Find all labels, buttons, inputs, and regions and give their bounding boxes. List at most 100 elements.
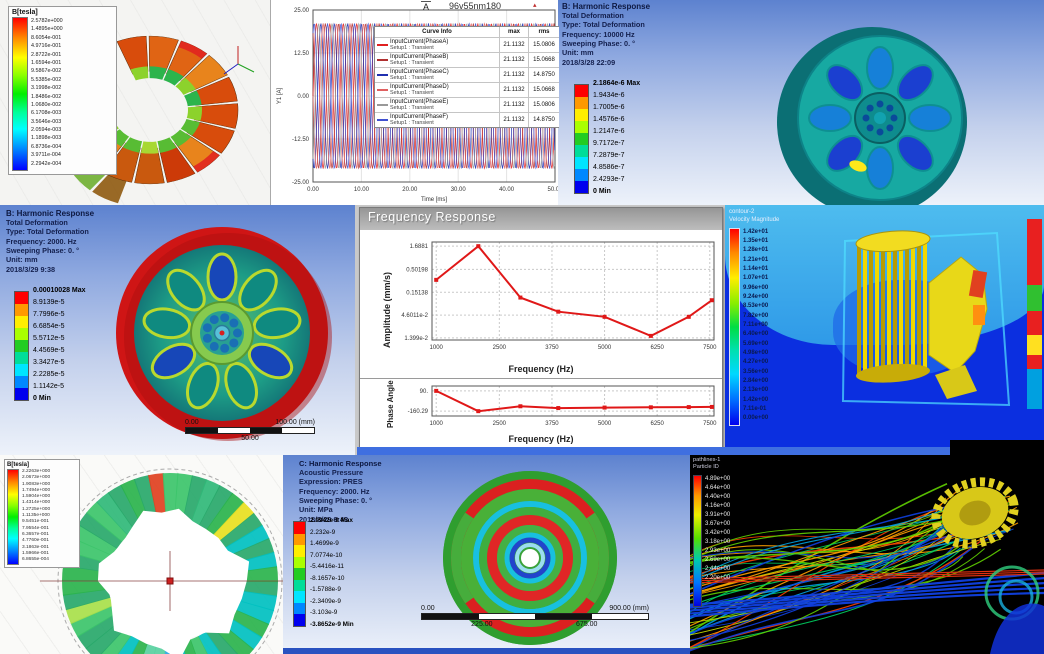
center-hole [521, 549, 539, 567]
streamline-red [690, 571, 1044, 582]
particle-streamlines [690, 477, 1044, 654]
legend-line: 7.0774e-10 [310, 551, 343, 559]
wheel-hole [142, 307, 192, 340]
deformation-legend: 2.1864e-6 Max 1.9434e-6 1.7005e-6 1.4576e-6… [574, 78, 640, 198]
window-body: Amplitude (mm/s) 1000 2500 3750 5000 6250 750… [360, 230, 722, 450]
legend-line: 1.42e+00 [743, 396, 769, 403]
colorbar-band [294, 522, 305, 534]
pressure-legend: 2.9942e-9 Max 2.232e-9 1.4699e-9 7.0774e-10… [293, 515, 354, 630]
wheel-hole [224, 361, 258, 410]
svg-text:0.00: 0.00 [297, 94, 309, 100]
legend-line: 4.7760e-001 [22, 538, 49, 544]
legend-line: 9.5451e-001 [22, 519, 49, 525]
legend-line: Expression: PRES [299, 477, 363, 487]
legend-line: 5.69e+00 [743, 340, 769, 347]
inlet-region [990, 603, 1044, 654]
window-titlebar[interactable]: Frequency Response [360, 208, 722, 230]
legend-line: 7.82e+00 [743, 312, 769, 319]
svg-text:2500: 2500 [493, 345, 507, 351]
streamline [690, 512, 977, 650]
legend-line: 7.9554e-001 [22, 525, 49, 531]
legend-line: 7.7996e-5 [33, 311, 65, 318]
curve-info-table: Curve Info max rms InputCurrent(PhaseA) Setu… [374, 26, 559, 128]
legend-line: 1.9083e+000 [22, 481, 51, 487]
velocity-boundary [841, 231, 1011, 407]
streamline [690, 486, 963, 590]
ruler-q1: 225.00 [471, 621, 493, 628]
legend-line: 0.00e+00 [743, 415, 769, 422]
legend-line: 3.1863e-001 [22, 544, 49, 550]
legend-line: Sweeping Phase: 0. ° [299, 495, 373, 505]
plot-corner-label: A [421, 1, 432, 12]
legend-line: 8.53e+00 [743, 303, 769, 310]
pressure-ring [509, 537, 551, 579]
plot-title-marker-icon: ▴ [533, 2, 537, 9]
result-title: B: Harmonic Response [562, 2, 651, 11]
legend-line: 3.1998e-002 [31, 85, 62, 92]
legend-line: 4.4569e-5 [33, 347, 65, 354]
legend-line: 4.27e+00 [743, 359, 769, 366]
colorbar-band [15, 388, 28, 400]
pressure-ring [473, 501, 587, 615]
acoustic-disc-model [443, 471, 617, 645]
legend-line: 4.64e+00 [705, 484, 731, 491]
data-marker [602, 405, 607, 410]
streamline [690, 538, 1002, 636]
legend-line: -3.103e-9 [310, 609, 338, 616]
legend-line: 9.96e+00 [743, 284, 769, 291]
svg-text:Time [ms]: Time [ms] [421, 197, 447, 203]
svg-text:5000: 5000 [598, 421, 612, 427]
legend-line: 4.9716e-001 [31, 43, 62, 50]
pressure-ring [497, 525, 563, 591]
hot-spot [849, 160, 867, 172]
svg-text:Y1 [A]: Y1 [A] [277, 87, 283, 104]
fan-blade [935, 365, 977, 399]
legend-line: 7.2879e-7 [593, 152, 625, 159]
data-marker [518, 404, 523, 409]
legend-line: Frequency: 10000 Hz [562, 29, 635, 39]
curve-info-row: InputCurrent(PhaseC) Setup1 : Transient 21… [375, 67, 559, 82]
legend-line: 3.3427e-5 [33, 359, 65, 366]
legend-line: 6.8736e-004 [31, 143, 62, 150]
colorbar-band [294, 602, 305, 614]
frequency-axis-label: Frequency (Hz) [508, 434, 574, 444]
streamline [690, 513, 955, 582]
svg-text:1000: 1000 [430, 421, 444, 427]
colorbar [14, 291, 29, 401]
svg-text:4.6011e-2: 4.6011e-2 [401, 313, 428, 319]
data-marker [518, 295, 523, 300]
panel-cfd-velocity: contour-2 Velocity Magnitude 1.42e+01 1.3… [725, 205, 1044, 455]
legend-line: 1.1898e-003 [31, 135, 62, 142]
result-info-lines: Total Deformation Type: Total Deformation… [562, 11, 650, 67]
legend-values: 0.00010028 Max 8.9139e-5 7.7996e-5 6.6854e-… [33, 285, 86, 405]
gear-model [931, 477, 1019, 549]
scale-ruler: 0.00 100.00 (mm) 50.00 [185, 419, 315, 442]
legend-line: 0 Min [593, 188, 611, 195]
b-field-legend: B[tesla] 2.5782e+000 1.4895e+000 8.6054e-0… [8, 6, 117, 175]
bottom-edge-strip [283, 648, 690, 654]
colorbar-band [294, 545, 305, 557]
frequency-response-window: Frequency Response Amplitude (mm/s) 1000… [359, 207, 723, 451]
legend-line: 2.1864e-6 Max [593, 80, 641, 87]
ruler-max: 900.00 (mm) [609, 605, 649, 612]
legend-values: 2.5782e+000 1.4895e+000 8.6054e-001 4.9716e… [31, 17, 63, 171]
legend-line: 2018/3/29 9:43 [299, 514, 349, 524]
streamline [690, 516, 955, 560]
streamline [690, 520, 987, 634]
data-marker [434, 388, 439, 393]
legend-line: 2.44e+00 [705, 565, 731, 572]
result-info-lines: Acoustic Pressure Expression: PRES Frequen… [299, 468, 382, 524]
wheel-model [777, 27, 967, 205]
legend-line: 9.5867e-002 [31, 68, 62, 75]
legend-line: 1.8486e-002 [31, 93, 62, 100]
legend-line: 2.2285e-5 [33, 371, 65, 378]
legend-title: contour-2 Velocity Magnitude [729, 209, 780, 223]
svg-text:0.15138: 0.15138 [406, 290, 428, 296]
data-marker [648, 333, 653, 338]
legend-line: 3.9711e-004 [31, 152, 61, 159]
colorbar-band [15, 364, 28, 376]
legend-line: 1.1142e-5 [33, 383, 65, 390]
streamline [690, 530, 974, 572]
legend-line: Frequency: 2000. Hz [6, 236, 77, 246]
panel-current-plot: A 96v55nm180 ▴ 0.00 10.00 20.00 30.00 40.00 5… [270, 0, 559, 205]
